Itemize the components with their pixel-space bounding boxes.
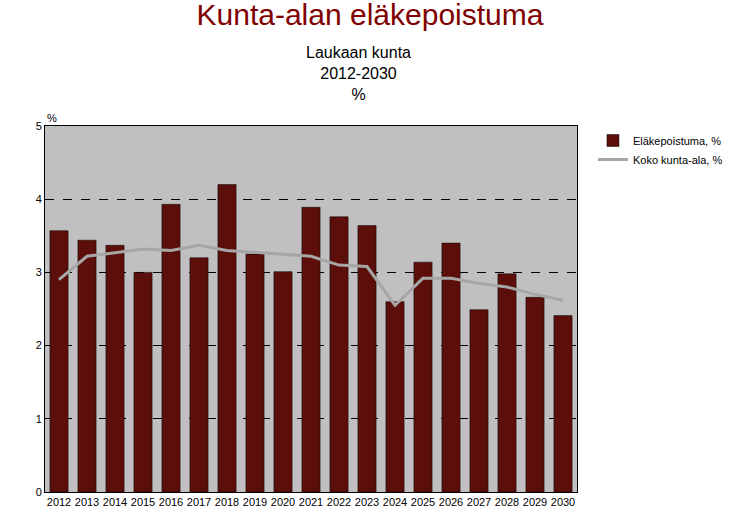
svg-text:2029: 2029 (523, 496, 547, 508)
svg-text:2014: 2014 (103, 496, 127, 508)
svg-text:2025: 2025 (411, 496, 435, 508)
svg-text:5: 5 (36, 120, 42, 132)
svg-text:Kunta-alan eläkepoistuma: Kunta-alan eläkepoistuma (197, 0, 544, 31)
svg-text:2028: 2028 (495, 496, 519, 508)
svg-text:0: 0 (36, 486, 42, 498)
svg-text:2012: 2012 (47, 496, 71, 508)
svg-text:2: 2 (36, 339, 42, 351)
svg-text:2017: 2017 (187, 496, 211, 508)
svg-text:2021: 2021 (299, 496, 323, 508)
svg-text:2026: 2026 (439, 496, 463, 508)
svg-text:1: 1 (36, 413, 42, 425)
svg-text:2027: 2027 (467, 496, 491, 508)
svg-text:2016: 2016 (159, 496, 183, 508)
svg-text:2030: 2030 (551, 496, 575, 508)
svg-text:Eläkepoistuma, %: Eläkepoistuma, % (633, 135, 721, 147)
svg-text:2024: 2024 (383, 496, 407, 508)
svg-text:2023: 2023 (355, 496, 379, 508)
svg-text:2018: 2018 (215, 496, 239, 508)
svg-text:2019: 2019 (243, 496, 267, 508)
svg-text:Laukaan kunta2012-2030%: Laukaan kunta2012-2030% (306, 44, 411, 103)
svg-text:3: 3 (36, 266, 42, 278)
svg-text:Koko kunta-ala, %: Koko kunta-ala, % (633, 154, 722, 166)
svg-text:2013: 2013 (75, 496, 99, 508)
svg-text:2022: 2022 (327, 496, 351, 508)
svg-text:2015: 2015 (131, 496, 155, 508)
svg-text:4: 4 (36, 193, 42, 205)
svg-text:2020: 2020 (271, 496, 295, 508)
svg-text:%: % (47, 112, 57, 124)
